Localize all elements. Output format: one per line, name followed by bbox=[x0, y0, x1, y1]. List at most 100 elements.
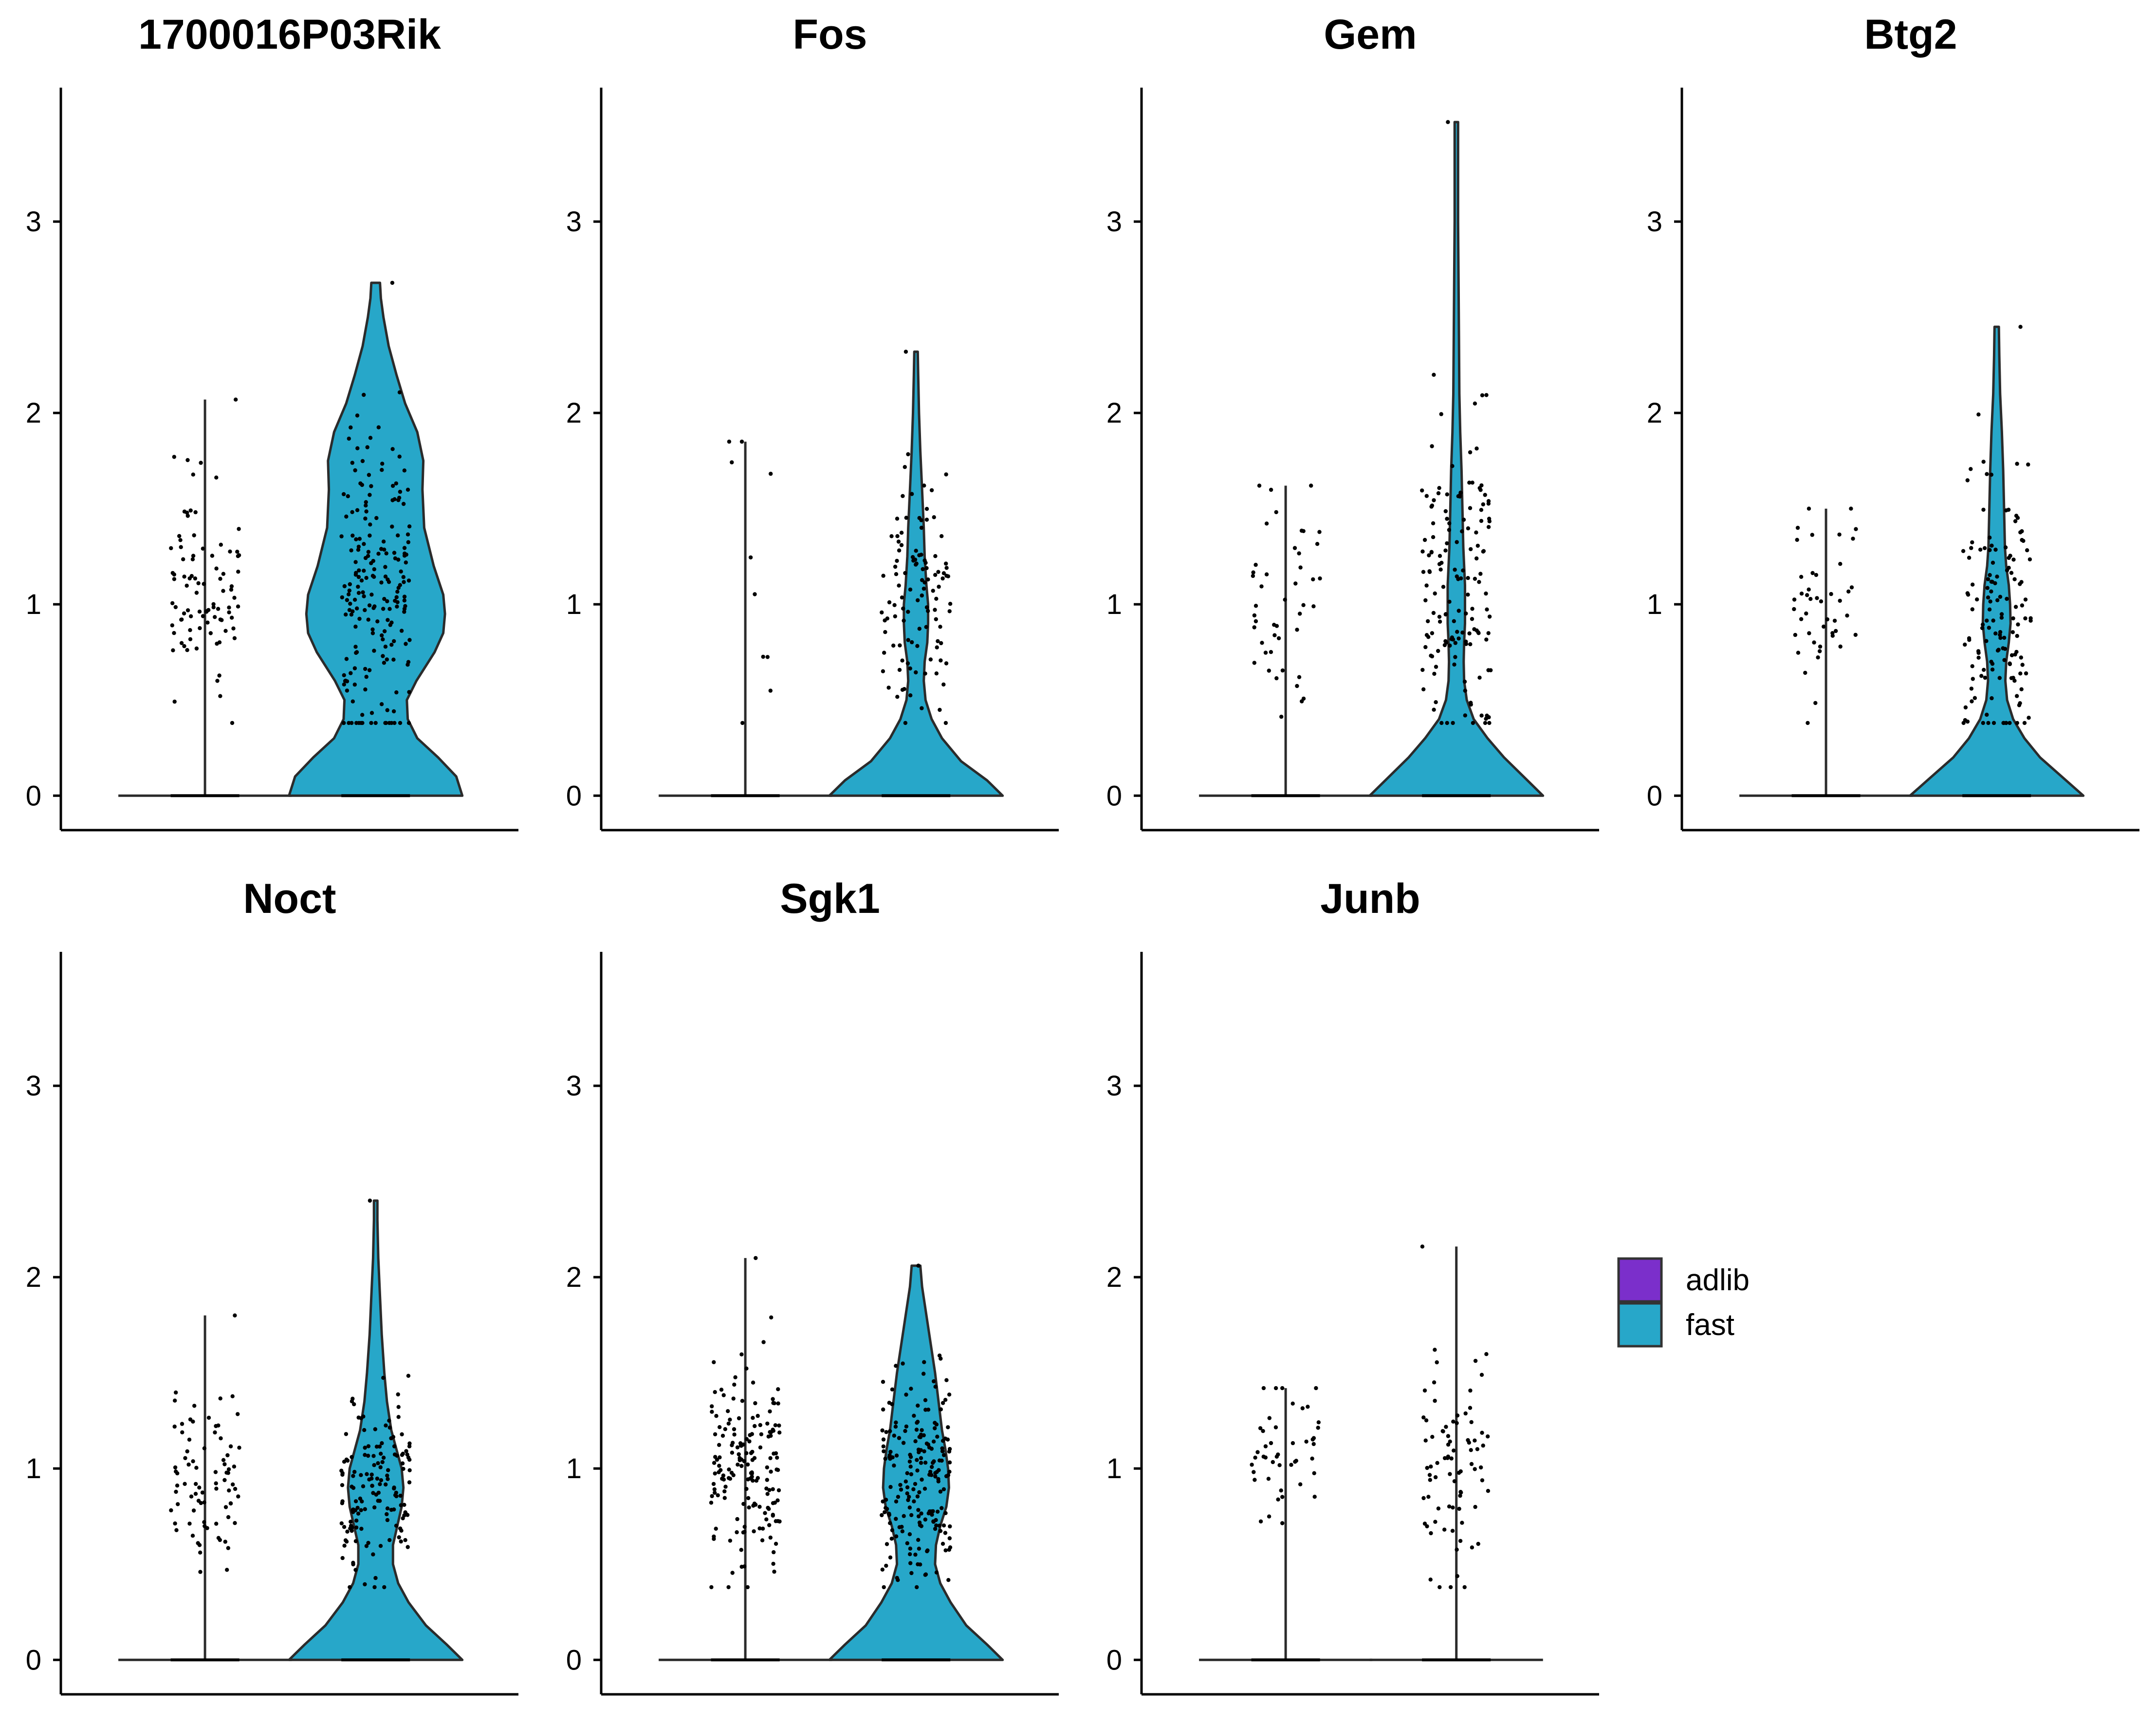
data-point bbox=[1474, 628, 1479, 633]
data-point bbox=[199, 461, 203, 465]
data-point bbox=[768, 1456, 773, 1461]
data-point bbox=[758, 1423, 763, 1428]
data-point bbox=[1806, 506, 1811, 511]
data-point bbox=[356, 544, 361, 549]
data-point bbox=[1422, 1521, 1427, 1526]
data-point bbox=[924, 625, 928, 630]
data-point bbox=[915, 1494, 920, 1499]
data-point bbox=[908, 587, 913, 592]
data-point bbox=[407, 1480, 412, 1484]
data-point bbox=[386, 618, 390, 622]
data-point bbox=[913, 1552, 918, 1557]
data-point bbox=[2028, 616, 2033, 621]
data-point bbox=[1458, 1469, 1463, 1474]
data-point bbox=[1985, 472, 1989, 476]
data-point bbox=[752, 1529, 756, 1534]
data-point bbox=[171, 648, 175, 652]
data-point bbox=[1468, 642, 1473, 647]
data-point bbox=[898, 643, 902, 648]
data-point bbox=[712, 1537, 716, 1541]
data-point bbox=[711, 1482, 716, 1486]
data-point bbox=[353, 645, 358, 649]
data-point bbox=[1486, 631, 1491, 635]
data-point bbox=[916, 1538, 921, 1542]
data-point bbox=[740, 721, 745, 725]
data-point bbox=[1444, 1425, 1448, 1429]
data-point bbox=[235, 550, 240, 554]
y-tick-label: 3 bbox=[566, 206, 582, 238]
data-point bbox=[371, 1454, 376, 1458]
data-point bbox=[397, 390, 402, 394]
data-point bbox=[367, 473, 371, 477]
data-point bbox=[180, 617, 184, 622]
data-point bbox=[744, 1451, 749, 1455]
data-point bbox=[1456, 494, 1460, 499]
data-point bbox=[920, 1477, 924, 1482]
data-point bbox=[202, 1446, 207, 1450]
y-tick-label: 1 bbox=[566, 1453, 582, 1484]
data-point bbox=[2009, 653, 2014, 658]
panel-Noct: Noct 0 1 2 3 bbox=[26, 875, 518, 1696]
data-point bbox=[886, 686, 891, 690]
data-point bbox=[1447, 521, 1452, 526]
data-point bbox=[1453, 641, 1457, 645]
data-point bbox=[173, 605, 178, 610]
data-point bbox=[363, 608, 367, 612]
data-point bbox=[1971, 677, 1975, 681]
data-point bbox=[1280, 668, 1285, 673]
data-point bbox=[920, 593, 924, 598]
data-point bbox=[741, 1502, 746, 1506]
data-point bbox=[717, 1470, 721, 1474]
data-point bbox=[1251, 574, 1255, 578]
data-point bbox=[377, 1444, 382, 1449]
data-point bbox=[897, 1436, 902, 1440]
data-point bbox=[198, 1550, 203, 1555]
data-point bbox=[345, 1529, 350, 1534]
data-point bbox=[1965, 591, 1970, 595]
data-point bbox=[882, 650, 886, 655]
data-point bbox=[765, 1478, 770, 1482]
data-point bbox=[722, 1489, 727, 1494]
data-point bbox=[931, 589, 935, 593]
data-point bbox=[214, 475, 219, 480]
data-point bbox=[181, 557, 185, 561]
data-point bbox=[216, 607, 221, 611]
data-point bbox=[767, 1523, 772, 1527]
data-point bbox=[1808, 597, 1813, 601]
data-point bbox=[1258, 1519, 1263, 1524]
data-point bbox=[226, 1546, 230, 1550]
data-point bbox=[385, 1512, 389, 1517]
data-point bbox=[398, 489, 403, 494]
data-point bbox=[173, 1465, 178, 1470]
data-point bbox=[1289, 1463, 1293, 1467]
data-point bbox=[730, 1450, 735, 1455]
data-point bbox=[1432, 372, 1436, 377]
data-point bbox=[754, 1479, 759, 1483]
data-point bbox=[374, 1445, 379, 1449]
data-point bbox=[394, 1490, 398, 1495]
data-point bbox=[1468, 1406, 1473, 1410]
data-point bbox=[2007, 566, 2011, 570]
data-point bbox=[1846, 589, 1851, 594]
data-point bbox=[714, 1526, 718, 1531]
data-point bbox=[897, 583, 901, 588]
data-point bbox=[1298, 565, 1303, 570]
violin-adlib bbox=[1199, 483, 1373, 798]
data-point bbox=[729, 1470, 734, 1475]
data-point bbox=[905, 1471, 909, 1475]
data-point bbox=[371, 558, 375, 563]
data-point bbox=[342, 1543, 347, 1548]
data-point bbox=[1475, 543, 1480, 548]
data-point bbox=[2018, 671, 2023, 676]
data-point bbox=[1453, 567, 1457, 572]
data-point bbox=[1469, 1448, 1473, 1452]
data-point bbox=[206, 1415, 211, 1420]
data-point bbox=[717, 1443, 721, 1447]
data-point bbox=[176, 1502, 180, 1506]
data-point bbox=[357, 568, 361, 573]
panel-title: Sgk1 bbox=[780, 875, 880, 922]
data-point bbox=[776, 1387, 780, 1391]
panel-1700016P03Rik: 1700016P03Rik 0 1 2 3 bbox=[26, 11, 518, 832]
data-point bbox=[187, 576, 192, 581]
y-tick-label: 3 bbox=[26, 206, 41, 238]
